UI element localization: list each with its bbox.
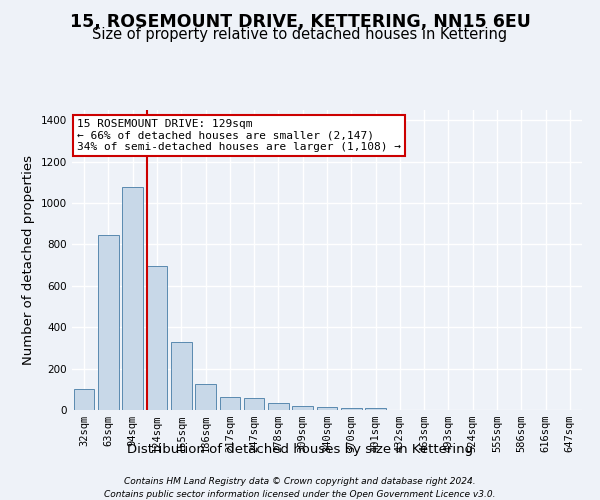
- Bar: [244, 398, 265, 410]
- Bar: [268, 404, 289, 410]
- Bar: [195, 384, 216, 410]
- Text: 15, ROSEMOUNT DRIVE, KETTERING, NN15 6EU: 15, ROSEMOUNT DRIVE, KETTERING, NN15 6EU: [70, 12, 530, 30]
- Bar: [122, 186, 143, 410]
- Text: Size of property relative to detached houses in Kettering: Size of property relative to detached ho…: [92, 28, 508, 42]
- Bar: [292, 406, 313, 410]
- Bar: [341, 408, 362, 410]
- Bar: [74, 390, 94, 410]
- Bar: [171, 342, 191, 410]
- Bar: [317, 407, 337, 410]
- Text: Contains public sector information licensed under the Open Government Licence v3: Contains public sector information licen…: [104, 490, 496, 499]
- Text: 15 ROSEMOUNT DRIVE: 129sqm
← 66% of detached houses are smaller (2,147)
34% of s: 15 ROSEMOUNT DRIVE: 129sqm ← 66% of deta…: [77, 119, 401, 152]
- Bar: [146, 266, 167, 410]
- Y-axis label: Number of detached properties: Number of detached properties: [22, 155, 35, 365]
- Bar: [98, 235, 119, 410]
- Text: Distribution of detached houses by size in Kettering: Distribution of detached houses by size …: [127, 442, 473, 456]
- Bar: [365, 408, 386, 410]
- Bar: [220, 396, 240, 410]
- Text: Contains HM Land Registry data © Crown copyright and database right 2024.: Contains HM Land Registry data © Crown c…: [124, 478, 476, 486]
